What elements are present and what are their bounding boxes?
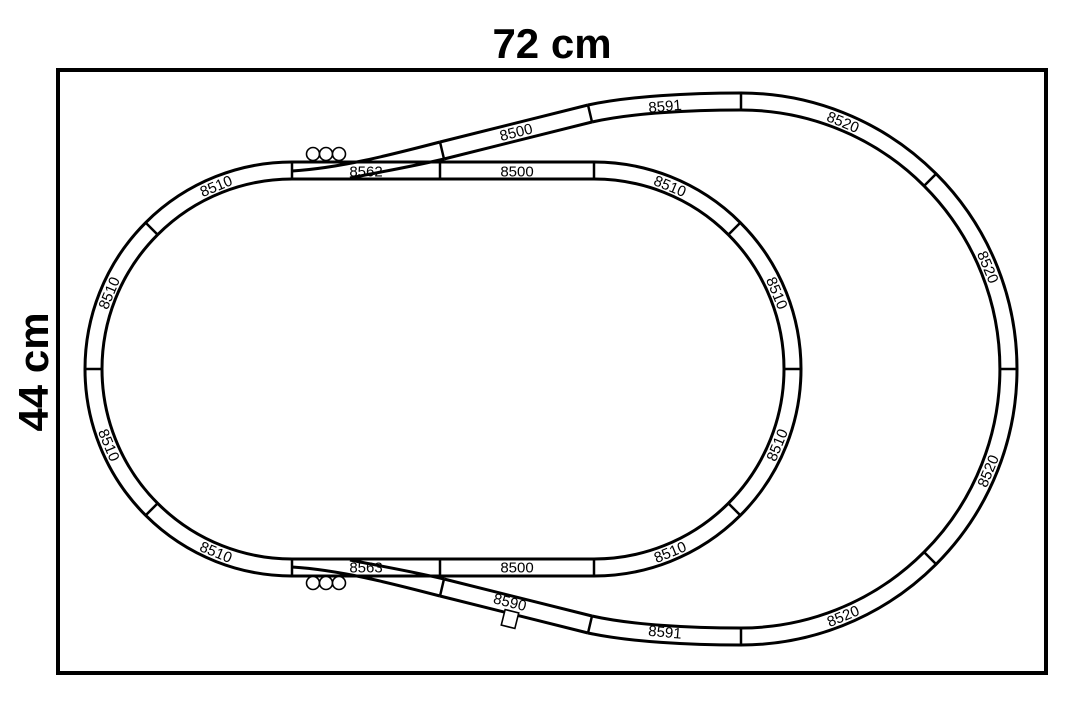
track-joint (586, 104, 594, 123)
turnout-marker-circle (331, 575, 347, 591)
top-connection (291, 91, 742, 180)
track-joint (144, 502, 159, 517)
part-label-bottom-straight: 8500 (500, 559, 533, 576)
track-joint (586, 615, 594, 634)
bottom-turnout-marker (305, 575, 347, 591)
baseboard-outline (56, 68, 1048, 675)
part-label-outer-loop-1: 8520 (824, 108, 861, 136)
part-label-oval-left-upper: 8510 (95, 275, 123, 312)
bottom-diagonal-upper-rail (443, 577, 593, 618)
turnout-marker-circle (318, 575, 334, 591)
turnout-marker-circle (305, 146, 321, 162)
part-label-oval-top-right: 8510 (651, 172, 688, 200)
inner-oval-inner-rail (100, 177, 786, 561)
track-joint (727, 502, 742, 517)
part-label-top-switch: 8562 (349, 163, 382, 180)
height-dimension-label: 44 cm (10, 312, 57, 431)
part-label-top-straight: 8500 (500, 163, 533, 180)
bottom-switch-branch-upper-rail (349, 558, 445, 581)
turnout-marker-circle (331, 146, 347, 162)
uncoupler-box (500, 608, 520, 630)
turnout-marker-circle (305, 575, 321, 591)
part-label-top-diagonal: 8500 (498, 120, 534, 145)
outer-loop (739, 91, 1019, 647)
outer-loop-outer-rail (740, 91, 1019, 647)
part-label-top-connecting-curve: 8591 (648, 97, 683, 117)
turnout-marker-circle (318, 146, 334, 162)
top-switch-branch-upper-rail (291, 140, 441, 173)
inner-oval-outer-rail (83, 160, 803, 578)
top-turnout-marker (305, 146, 347, 162)
bottom-switch-branch-lower-rail (291, 565, 441, 598)
part-label-oval-right-upper: 8510 (762, 275, 790, 312)
bottom-curve-upper-rail (591, 614, 742, 630)
part-label-bottom-switch: 8563 (349, 559, 382, 576)
track-joint (438, 141, 446, 160)
top-diagonal-lower-rail (443, 120, 593, 161)
part-label-outer-loop-2: 8520 (973, 249, 1001, 286)
track-joint (144, 221, 159, 236)
bottom-connection (291, 558, 742, 647)
top-switch-branch-lower-rail (349, 157, 445, 180)
outer-loop-inner-rail (740, 108, 1002, 630)
track-joint (923, 172, 938, 187)
track-joint (727, 221, 742, 236)
track-joint (923, 551, 938, 566)
part-label-oval-top-left: 8510 (198, 172, 235, 200)
track-joint (438, 578, 446, 597)
top-diagonal-upper-rail (439, 103, 589, 144)
inner-oval (83, 160, 803, 578)
bottom-curve-lower-rail (587, 631, 742, 647)
top-curve-upper-rail (587, 91, 742, 107)
width-dimension-label: 72 cm (492, 20, 611, 67)
part-label-bottom-connecting-curve: 8591 (648, 623, 683, 643)
top-curve-lower-rail (591, 108, 742, 124)
